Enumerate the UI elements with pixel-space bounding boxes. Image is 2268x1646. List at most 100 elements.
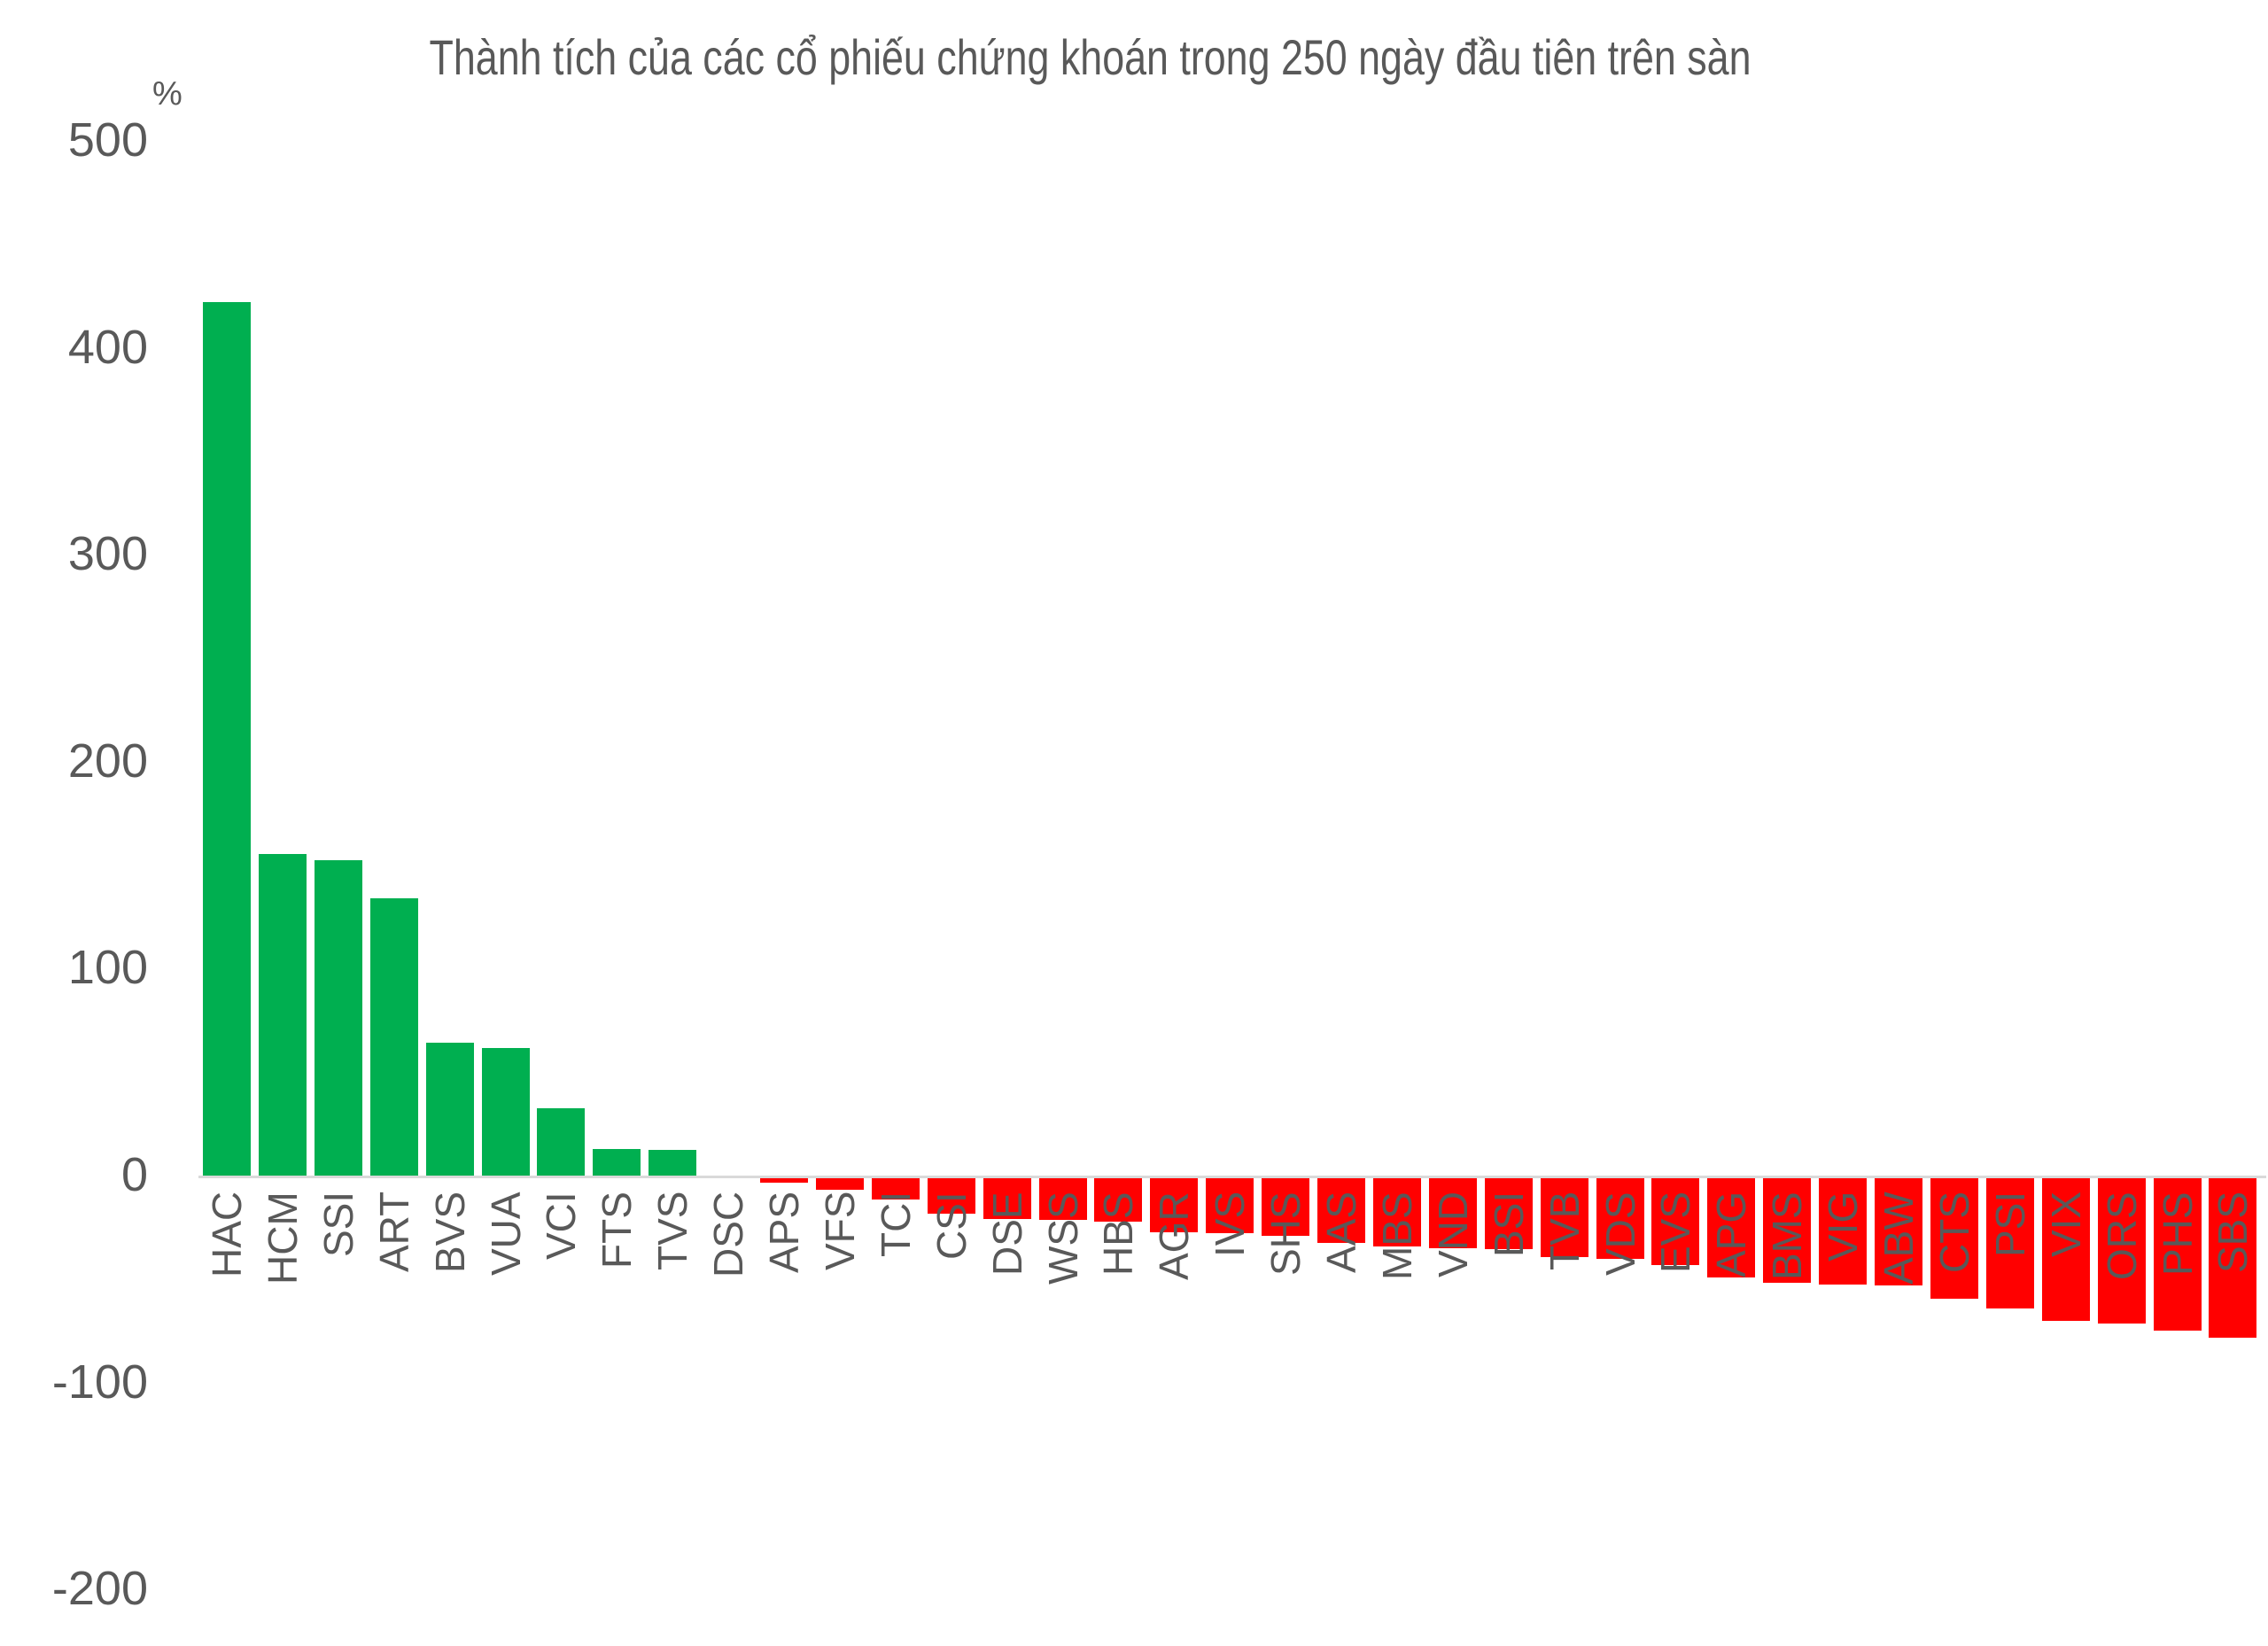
x-tick-label-wrapper: WSS (1039, 1192, 1087, 1369)
y-tick-label: -100 (51, 1355, 148, 1409)
y-tick-label: 400 (67, 320, 148, 374)
x-tick-label-wrapper: PSI (1986, 1192, 2034, 1369)
bar-aas (1317, 1178, 1365, 1244)
x-tick-label: PSI (1986, 1191, 2033, 1257)
bar-tci (871, 1178, 920, 1200)
bar-vix (2041, 1178, 2090, 1322)
x-tick-label: ORS (2098, 1192, 2145, 1280)
x-tick-label-wrapper: TCI (872, 1192, 920, 1369)
x-tick-label-wrapper: ABW (1875, 1192, 1922, 1369)
x-tick-label: AAS (1318, 1191, 1364, 1273)
bar-csi (927, 1178, 975, 1215)
bar-mbs (1372, 1178, 1421, 1247)
x-tick-label: HBS (1095, 1192, 1142, 1276)
x-tick-label-wrapper: VUA (482, 1192, 530, 1369)
x-tick-label: TVB (1541, 1191, 1588, 1270)
x-tick-label: CTS (1930, 1192, 1977, 1273)
x-tick-label-wrapper: AGR (1150, 1192, 1198, 1369)
bar-vds (1596, 1178, 1644, 1260)
x-tick-label: CSI (928, 1192, 975, 1260)
bar-hac (203, 302, 251, 1176)
x-tick-label-wrapper: FTS (593, 1192, 641, 1369)
chart-title: Thành tích của các cổ phiếu chứng khoán … (0, 27, 2268, 89)
bar-sbs (2209, 1178, 2257, 1339)
bar-vua (481, 1047, 530, 1176)
x-tick-label-wrapper: VIG (1819, 1192, 1867, 1369)
x-axis-baseline (198, 1176, 2266, 1178)
bar-agr (1150, 1178, 1199, 1232)
bar-fts (593, 1148, 641, 1176)
x-tick-label: BVS (426, 1191, 473, 1273)
bar-hbs (1094, 1178, 1143, 1223)
x-tick-label-wrapper: HBS (1094, 1192, 1142, 1369)
bar-wss (1038, 1178, 1087, 1221)
x-tick-label-wrapper: VCI (537, 1192, 585, 1369)
bar-apg (1707, 1178, 1756, 1278)
x-tick-label: PHS (2154, 1192, 2201, 1276)
x-tick-label-wrapper: VFS (816, 1192, 864, 1369)
x-tick-label: MBS (1373, 1192, 1420, 1280)
y-tick-label: 300 (67, 527, 148, 581)
bar-ors (2097, 1178, 2146, 1324)
x-tick-label-wrapper: HAC (203, 1192, 251, 1369)
x-tick-label: BMS (1764, 1192, 1811, 1280)
bar-evs (1651, 1178, 1700, 1266)
x-tick-label-wrapper: VND (1429, 1192, 1477, 1369)
x-tick-label-wrapper: ART (370, 1192, 418, 1369)
x-tick-label-wrapper: HCM (259, 1192, 307, 1369)
x-tick-label: HAC (204, 1191, 250, 1277)
x-tick-label-wrapper: PHS (2154, 1192, 2202, 1369)
x-tick-label-wrapper: MBS (1373, 1192, 1421, 1369)
x-tick-label: FTS (594, 1192, 641, 1269)
x-tick-label: BSI (1485, 1191, 1532, 1257)
x-tick-label: IVS (1207, 1191, 1254, 1257)
y-tick-label: -200 (51, 1562, 148, 1616)
x-tick-label-wrapper: ORS (2098, 1192, 2146, 1369)
bar-vci (537, 1107, 586, 1176)
y-tick-label: 200 (67, 734, 148, 788)
bar-ivs (1206, 1178, 1254, 1234)
bar-cts (1930, 1178, 1978, 1299)
x-tick-label-wrapper: BMS (1763, 1192, 1811, 1369)
bar-aps (760, 1178, 808, 1184)
x-tick-label: VCI (538, 1192, 585, 1260)
bar-dse (983, 1178, 1031, 1220)
bar-abw (1875, 1178, 1922, 1286)
bar-ssi (314, 860, 362, 1176)
x-tick-label-wrapper: AAS (1317, 1192, 1365, 1369)
bar-vig (1819, 1178, 1868, 1285)
x-tick-label: VIX (2042, 1191, 2089, 1257)
x-tick-label: TCI (872, 1191, 919, 1257)
bar-bsi (1484, 1178, 1533, 1250)
chart-title-text: Thành tích của các cổ phiếu chứng khoán … (428, 29, 1751, 85)
x-tick-label-wrapper: SBS (2209, 1192, 2256, 1369)
x-tick-label-wrapper: VDS (1596, 1192, 1644, 1369)
x-tick-label: SSI (315, 1191, 361, 1257)
x-tick-label: VIG (1820, 1191, 1867, 1262)
x-tick-label-wrapper: EVS (1651, 1192, 1699, 1369)
x-tick-label: ABW (1876, 1192, 1922, 1285)
bar-tvs (649, 1150, 697, 1176)
x-tick-label: TVS (649, 1191, 696, 1270)
bar-art (369, 898, 418, 1176)
x-tick-label-wrapper: CTS (1930, 1192, 1978, 1369)
x-tick-label: VUA (482, 1192, 529, 1276)
x-tick-label-wrapper: VIX (2042, 1192, 2090, 1369)
bar-vfs (815, 1178, 864, 1191)
bar-shs (1262, 1178, 1310, 1237)
x-tick-label: DSC (705, 1191, 752, 1277)
x-tick-label: EVS (1652, 1191, 1699, 1273)
y-tick-label: 500 (67, 113, 148, 167)
x-tick-label: DSE (983, 1192, 1030, 1276)
bar-hcm (258, 854, 307, 1176)
x-tick-label: HCM (259, 1192, 306, 1285)
x-tick-label: SBS (2210, 1191, 2256, 1273)
x-tick-label: AGR (1151, 1192, 1198, 1280)
x-tick-label: VFS (816, 1191, 863, 1270)
bar-vnd (1428, 1178, 1477, 1249)
bar-tvb (1540, 1178, 1588, 1257)
bar-phs (2153, 1178, 2202, 1332)
bar-bvs (425, 1043, 474, 1176)
x-tick-label-wrapper: SHS (1262, 1192, 1309, 1369)
